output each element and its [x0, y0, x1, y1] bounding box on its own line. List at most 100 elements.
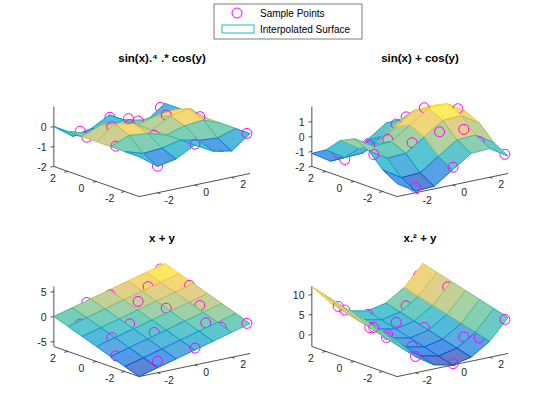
surface-cell [354, 139, 387, 159]
z-tick [51, 166, 54, 168]
y-tick-label: 2 [50, 352, 56, 364]
sample-point [124, 114, 134, 124]
x-tick [490, 177, 493, 178]
sample-point [190, 343, 200, 353]
plot-area [312, 103, 510, 193]
z-tick [51, 341, 54, 343]
x-tick-label: 2 [498, 358, 504, 370]
z-tick-label: -2 [295, 161, 304, 173]
y-tick [379, 371, 383, 373]
x-tick [490, 357, 493, 358]
y-tick-label: -2 [363, 192, 372, 204]
sample-point [459, 124, 469, 134]
z-tick-label: 5 [299, 309, 305, 321]
sample-point [369, 150, 379, 160]
title: x + y [149, 232, 176, 244]
ticks: -202-202-2-101 [295, 116, 504, 206]
y-tick [121, 371, 125, 373]
x-tick-label: 2 [240, 358, 246, 370]
surface-cell [111, 135, 144, 153]
x-tick [232, 357, 235, 358]
y-tick-label: -2 [105, 372, 114, 384]
plot-area [54, 102, 252, 171]
z-tick-label: 0 [299, 329, 305, 341]
sample-point [242, 318, 252, 328]
z-tick [309, 166, 312, 168]
z-tick [51, 291, 54, 293]
title: sin(x) + cos(y) [381, 52, 459, 64]
y-tick-label: -2 [363, 372, 372, 384]
legend-label: Sample Points [260, 8, 324, 19]
x-tick [158, 193, 161, 194]
z-tick-label: 0 [41, 311, 47, 323]
y-tick-label: 0 [78, 182, 84, 194]
z-tick [309, 314, 312, 316]
z-tick-label: -1 [295, 146, 304, 158]
x-tick [416, 193, 419, 194]
surface-cell [125, 358, 158, 377]
z-tick [51, 316, 54, 318]
z-tick [51, 126, 54, 128]
subplot: -202-202-2-101sin(x) + cos(y) [295, 52, 510, 206]
legend-icon [222, 25, 254, 33]
x-tick [195, 365, 198, 366]
z-tick-label: -2 [37, 161, 46, 173]
z-axis-line [311, 287, 312, 347]
y-tick [322, 351, 326, 353]
z-tick [309, 334, 312, 336]
z-tick [309, 121, 312, 123]
z-tick [309, 136, 312, 138]
z-tick-label: 5 [41, 286, 47, 298]
y-tick [64, 171, 68, 173]
y-tick-label: -2 [105, 192, 114, 204]
x-axis-line [139, 173, 250, 196]
x-axis-line [397, 173, 508, 196]
y-tick [379, 191, 383, 193]
z-tick-label: 10 [293, 289, 305, 301]
x-tick-label: -2 [422, 194, 431, 206]
z-tick-label: 0 [299, 131, 305, 143]
y-axis-line [54, 166, 139, 196]
x-tick [195, 185, 198, 186]
y-tick [322, 171, 326, 173]
figure: -202-202-2-10sin(x).⁴ .* cos(y)Sample Po… [0, 0, 560, 420]
sample-point [190, 139, 200, 149]
sample-point [152, 356, 162, 366]
x-tick [453, 185, 456, 186]
background [0, 0, 560, 420]
x-tick-label: 2 [240, 178, 246, 190]
y-tick-label: 2 [308, 352, 314, 364]
surface-cell [383, 170, 416, 191]
x-tick-label: -2 [164, 374, 173, 386]
subplot: -202-202-2-10sin(x).⁴ .* cos(y) [37, 52, 252, 206]
z-tick-label: -1 [37, 141, 46, 153]
sample-point [500, 314, 510, 324]
x-tick [232, 177, 235, 178]
y-tick [93, 361, 97, 363]
y-tick [121, 191, 125, 193]
ticks: -202-202-2-10 [37, 121, 246, 206]
legend-label: Interpolated Surface [260, 24, 350, 35]
surface-cell [383, 332, 416, 357]
y-tick-label: 2 [308, 172, 314, 184]
x-tick [416, 373, 419, 374]
surface-cell [475, 309, 508, 342]
subplot: -202-202-505x + y [37, 232, 252, 386]
x-tick-label: -2 [164, 194, 173, 206]
surface-cell [438, 140, 471, 170]
z-axis-line [53, 107, 54, 167]
z-tick [309, 294, 312, 296]
z-tick [309, 151, 312, 153]
title: x.² + y [404, 232, 438, 244]
y-tick-label: 0 [336, 182, 342, 194]
z-tick-label: 0 [41, 121, 47, 133]
z-tick-label: 1 [299, 116, 305, 128]
y-tick-label: 0 [336, 362, 342, 374]
x-tick-label: 0 [461, 186, 467, 198]
surface-cell [369, 151, 402, 178]
x-tick-label: -2 [422, 374, 431, 386]
y-tick [93, 181, 97, 183]
sample-point [133, 296, 143, 306]
ticks: -202-202-505 [37, 286, 246, 386]
z-tick-label: -5 [37, 336, 46, 348]
